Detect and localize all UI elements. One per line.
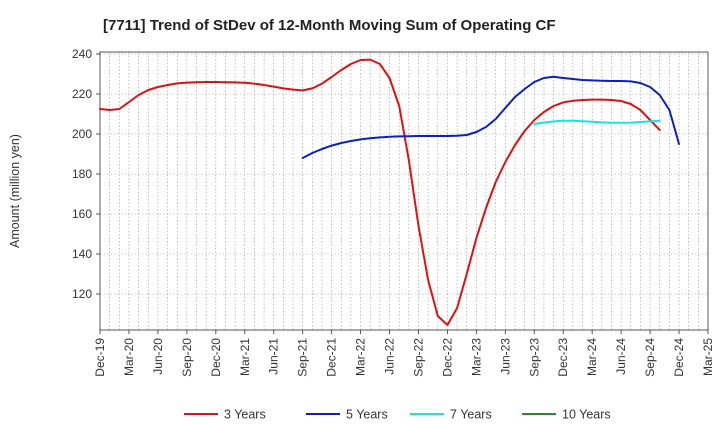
legend-label: 7 Years xyxy=(450,408,492,422)
legend-label: 3 Years xyxy=(224,408,266,422)
x-tick-label: Dec-19 xyxy=(93,338,107,377)
x-axis-ticks: Dec-19 Mar-20 Jun-20 Sep-20 Dec-20 Mar-21 Jun-… xyxy=(93,330,715,377)
series-line-5-years xyxy=(301,75,680,159)
y-tick-label: 180 xyxy=(72,167,92,181)
x-tick-label: Dec-21 xyxy=(325,338,339,377)
y-tick-label: 220 xyxy=(72,87,92,101)
x-tick-label: Mar-25 xyxy=(701,338,715,376)
legend-label: 10 Years xyxy=(562,408,611,422)
plot-area xyxy=(99,51,709,331)
x-tick-label: Jun-21 xyxy=(267,338,281,375)
y-tick-label: 120 xyxy=(72,287,92,301)
y-tick-label: 240 xyxy=(72,47,92,61)
x-tick-label: Mar-22 xyxy=(354,338,368,376)
x-tick-label: Mar-24 xyxy=(585,338,599,376)
x-tick-label: Sep-21 xyxy=(296,338,310,377)
x-tick-label: Mar-20 xyxy=(122,338,136,376)
x-tick-label: Jun-23 xyxy=(498,338,512,375)
x-tick-label: Jun-22 xyxy=(383,338,397,375)
x-tick-label: Jun-20 xyxy=(151,338,165,375)
x-tick-label: Dec-22 xyxy=(440,338,454,377)
x-tick-label: Sep-20 xyxy=(180,338,194,377)
x-tick-label: Sep-24 xyxy=(643,338,657,377)
grid xyxy=(100,52,708,330)
series-line-3-years xyxy=(99,58,661,326)
x-tick-label: Mar-21 xyxy=(238,338,252,376)
y-tick-label: 200 xyxy=(72,127,92,141)
legend-label: 5 Years xyxy=(346,408,388,422)
legend: 3 Years 5 Years 7 Years 10 Years xyxy=(184,408,611,422)
y-axis-ticks: 120 140 160 180 200 220 240 xyxy=(72,47,100,301)
x-tick-label: Mar-23 xyxy=(469,338,483,376)
series-line-7-years xyxy=(533,119,661,125)
y-tick-label: 160 xyxy=(72,207,92,221)
x-tick-label: Dec-20 xyxy=(209,338,223,377)
series-lines xyxy=(99,58,680,326)
y-axis-label: Amount (million yen) xyxy=(8,134,22,248)
x-tick-label: Dec-23 xyxy=(556,338,570,377)
chart-title: [7711] Trend of StDev of 12-Month Moving… xyxy=(103,17,556,34)
x-tick-label: Sep-23 xyxy=(527,338,541,377)
x-tick-label: Dec-24 xyxy=(672,338,686,377)
x-tick-label: Jun-24 xyxy=(614,338,628,375)
y-tick-label: 140 xyxy=(72,247,92,261)
x-tick-label: Sep-22 xyxy=(411,338,425,377)
